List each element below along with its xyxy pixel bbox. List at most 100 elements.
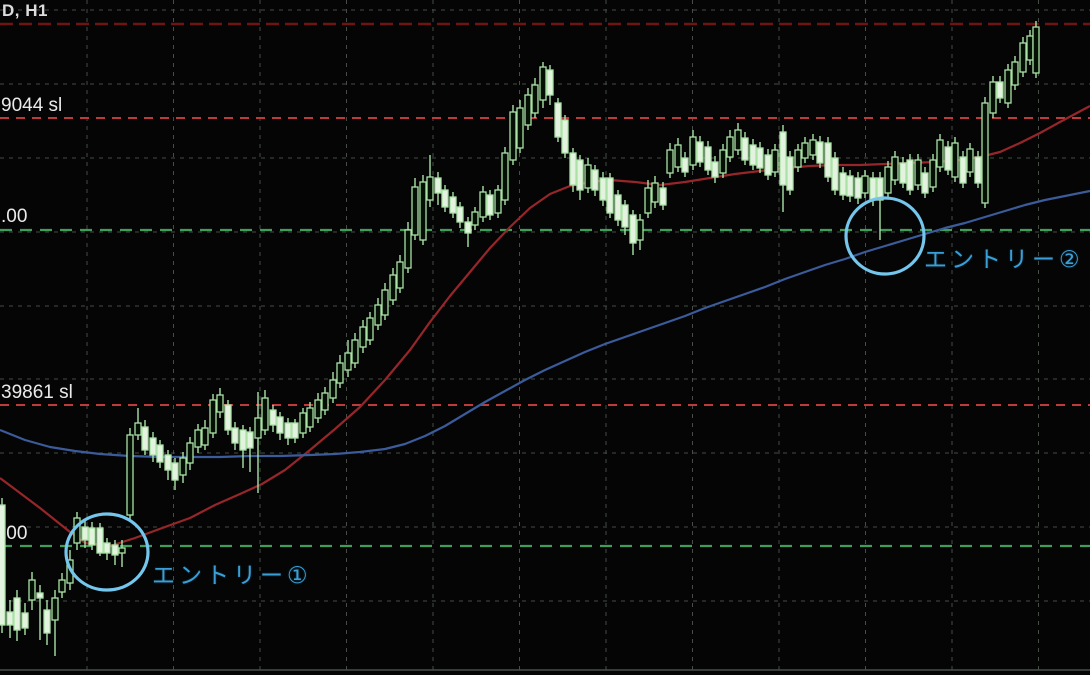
candle-body-up — [321, 392, 329, 411]
candle-body-down — [599, 177, 607, 201]
candle-body-down — [171, 462, 179, 481]
candle-body-down — [164, 454, 172, 471]
candle-body-down — [569, 152, 577, 186]
entry-annotation-2[interactable]: エントリー② — [924, 247, 1084, 273]
candle-body-down — [434, 177, 442, 194]
entry-circle-1[interactable] — [64, 512, 150, 592]
candle-body-down — [816, 141, 824, 164]
candle-body-down — [974, 156, 982, 184]
candle-body-up — [539, 66, 547, 101]
price-label-stoploss-1: 9044 sl — [1, 95, 63, 116]
candle-body-up — [254, 417, 262, 439]
candle-body-down — [43, 609, 51, 634]
candle-body-up — [801, 142, 809, 159]
candle-body-up — [584, 164, 592, 189]
candle-body-up — [216, 394, 224, 413]
candle-body-down — [21, 612, 29, 629]
ma-slow-blue — [0, 189, 1090, 459]
candle-body-down — [576, 159, 584, 191]
candle-body-down — [854, 177, 862, 199]
candle-body-down — [659, 187, 667, 206]
candle-body-down — [464, 221, 472, 234]
candle-body-up — [299, 412, 307, 434]
candle-body-down — [291, 422, 299, 439]
candle-body-up — [1019, 42, 1027, 73]
ma-fast-red — [0, 105, 1090, 548]
candle-body-up — [411, 186, 419, 236]
candle-body-down — [621, 204, 629, 228]
entry-annotation-1[interactable]: エントリー① — [152, 563, 312, 589]
candle-body-down — [906, 159, 914, 191]
symbol-timeframe-label: D, H1 — [2, 1, 48, 20]
candle-body-down — [704, 146, 712, 171]
candle-body-down — [944, 146, 952, 171]
candle-body-down — [546, 69, 554, 96]
candle-body-up — [501, 152, 509, 201]
candle-body-up — [771, 149, 779, 173]
candle-body-up — [989, 81, 997, 114]
candle-body-up — [929, 159, 937, 188]
candle-body-up — [336, 362, 344, 384]
candle-body-down — [711, 161, 719, 178]
entry-circle-2[interactable] — [844, 196, 926, 276]
candle-body-up — [674, 144, 682, 168]
candle-body-up — [644, 187, 652, 214]
candle-body-down — [111, 544, 119, 556]
candle-body-up — [366, 317, 374, 341]
candle-body-down — [824, 142, 832, 178]
candle-body-down — [96, 527, 104, 554]
candle-body-down — [486, 194, 494, 216]
candle-body-down — [614, 194, 622, 221]
candle-body-down — [629, 214, 637, 244]
candle-body-up — [134, 422, 142, 436]
candle-body-down — [284, 422, 292, 439]
candle-body-down — [13, 597, 21, 631]
price-label-round-number-2: .00 — [1, 523, 28, 544]
candle-body-up — [201, 427, 209, 446]
candle-body-up — [524, 94, 532, 126]
candle-body-up — [186, 442, 194, 464]
candle-body-up — [389, 274, 397, 301]
candle-body-down — [764, 154, 772, 176]
candle-body-up — [966, 148, 974, 173]
candle-body-down — [839, 172, 847, 196]
candle-body-down — [0, 504, 6, 626]
candle-body-up — [1004, 69, 1012, 104]
candle-body-up — [329, 379, 337, 399]
candle-body-down — [749, 144, 757, 166]
candle-body-down — [276, 416, 284, 434]
candle-body-down — [81, 526, 89, 541]
candle-body-up — [179, 457, 187, 476]
candle-body-down — [449, 196, 457, 214]
price-label-round-number-1: .00 — [1, 206, 28, 227]
candle-body-up — [58, 579, 66, 593]
candle-body-down — [88, 527, 96, 546]
candle-body-down — [103, 542, 111, 554]
candle-body-up — [809, 139, 817, 156]
candle-body-up — [314, 399, 322, 419]
candle-body-down — [224, 404, 232, 431]
candle-body-up — [734, 129, 742, 151]
price-label-stoploss-2: 39861 sl — [1, 382, 73, 403]
candle-body-down — [141, 426, 149, 451]
candle-body-up — [419, 181, 427, 241]
candle-body-down — [561, 119, 569, 154]
candle-body-up — [726, 136, 734, 158]
candle-body-up — [531, 84, 539, 114]
candle-body-down — [591, 169, 599, 191]
candle-body-down — [231, 427, 239, 444]
candle-body-up — [471, 211, 479, 226]
candle-body-down — [456, 206, 464, 223]
candle-body-up — [426, 176, 434, 201]
candle-body-up — [51, 597, 59, 621]
candle-body-down — [846, 175, 854, 197]
candle-body-up — [509, 111, 517, 161]
candle-body-down — [779, 131, 787, 186]
candle-body-up — [351, 339, 359, 364]
candle-body-down — [149, 437, 157, 456]
candle-body-up — [374, 304, 382, 326]
candle-body-up — [1026, 35, 1034, 61]
candle-body-up — [194, 429, 202, 448]
candle-body-down — [959, 156, 967, 184]
